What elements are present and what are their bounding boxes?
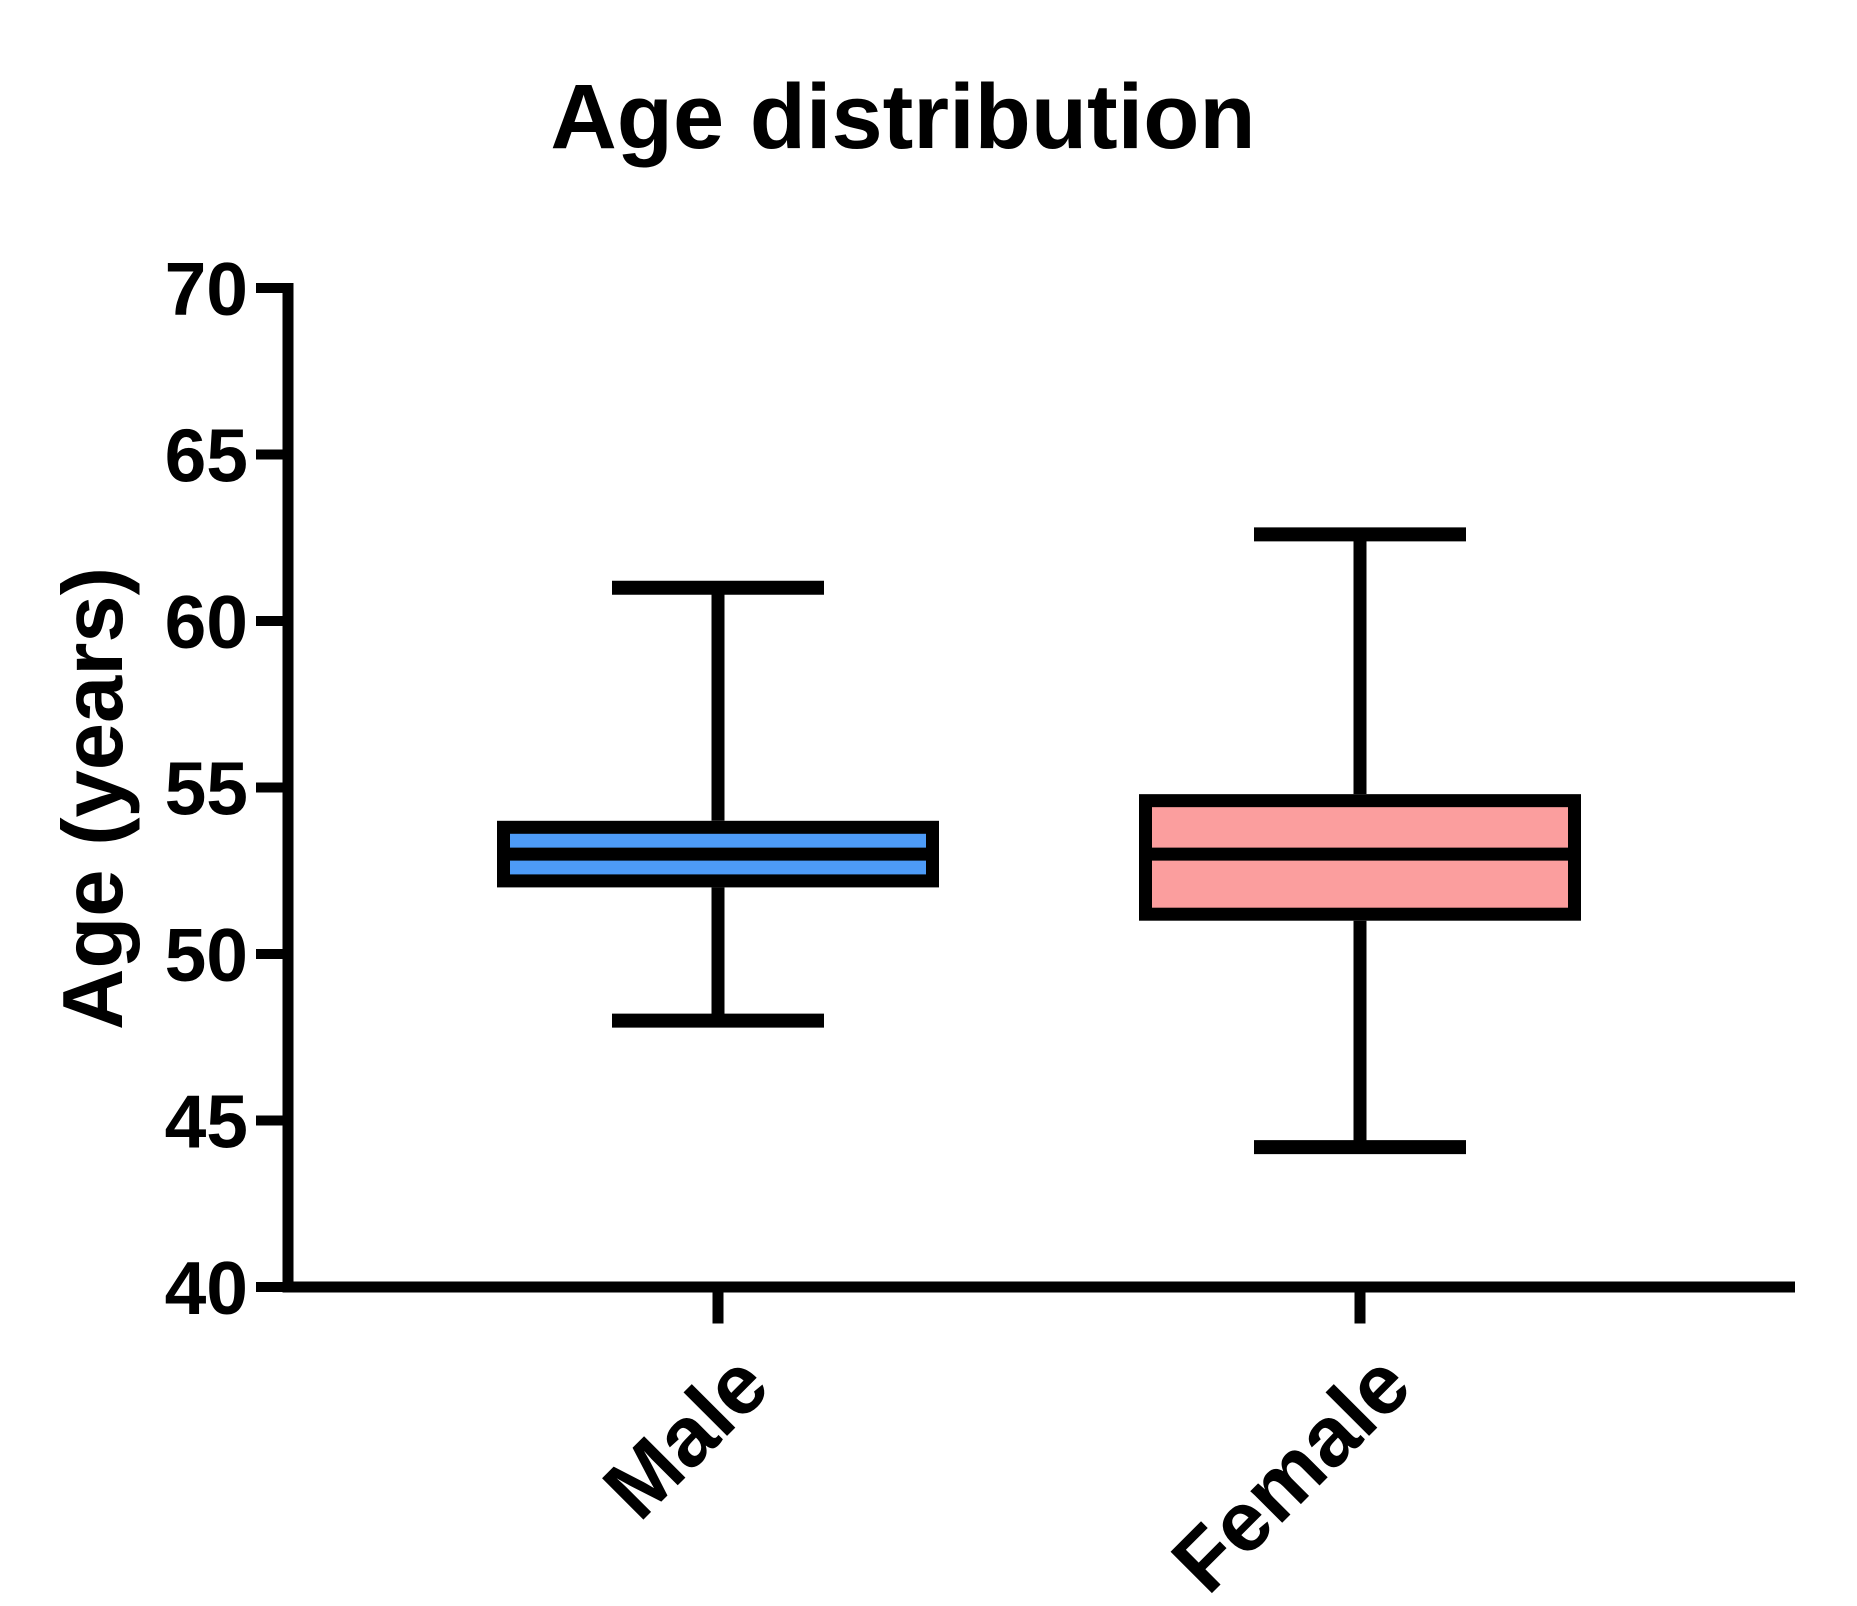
y-tick-label-65: 65: [165, 414, 248, 498]
box-group-male: [497, 580, 939, 1028]
y-tick-label-40: 40: [165, 1246, 248, 1330]
y-axis-label: Age (years): [46, 567, 141, 1030]
x-category-labels: Male Female: [586, 1336, 1429, 1606]
x-category-label-female: Female: [1154, 1336, 1428, 1606]
chart-title: Age distribution: [550, 66, 1255, 168]
y-tick-label-50: 50: [165, 913, 248, 997]
y-tick-label-70: 70: [165, 247, 248, 331]
box-series: [497, 527, 1581, 1155]
y-tick-label-60: 60: [165, 580, 248, 664]
x-category-label-male: Male: [586, 1336, 787, 1537]
y-tick-label-45: 45: [165, 1080, 248, 1164]
axes: 40 45 50 55 60 65 70: [165, 247, 1795, 1330]
y-tick-label-55: 55: [165, 747, 248, 831]
box-group-female: [1139, 527, 1581, 1155]
